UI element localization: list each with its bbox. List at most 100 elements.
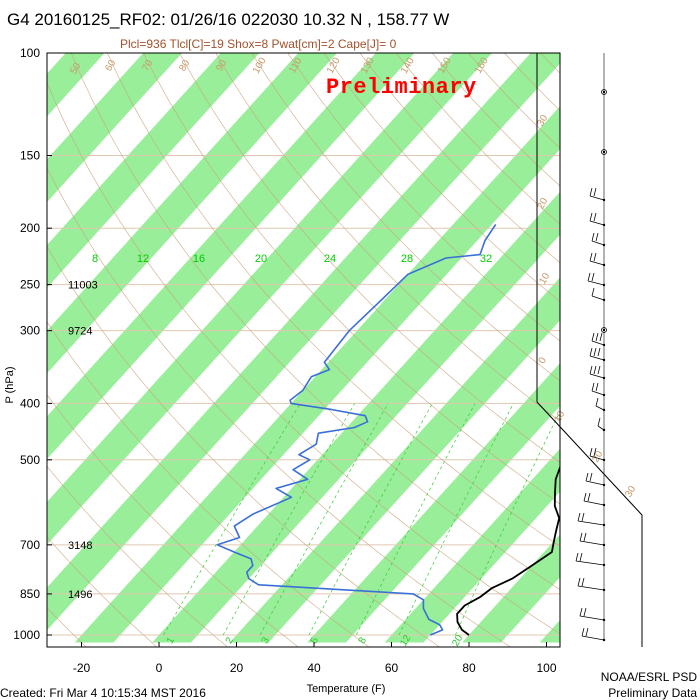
mixing-ratio-line (398, 403, 514, 636)
wind-barb-feather (581, 627, 585, 637)
calm-wind-marker (601, 89, 607, 95)
wind-barb-feather (585, 472, 589, 482)
mixing-ratio-label: 2 (224, 635, 237, 646)
adiabat-label-right: 20 (535, 196, 550, 212)
y-tick-label: 300 (20, 324, 40, 338)
wind-level-dot (602, 243, 606, 247)
wind-barb-feather (595, 332, 599, 342)
wind-barb-feather (589, 212, 593, 222)
wind-barb-feather (579, 532, 583, 542)
dry-adiabat (323, 53, 560, 303)
dry-adiabat (70, 53, 560, 591)
isotherm-band (152, 191, 560, 643)
wind-profile-outline (536, 53, 643, 647)
wind-barb-feather (577, 512, 581, 522)
y-tick-label: 250 (20, 278, 40, 292)
dry-adiabat (47, 82, 560, 635)
wind-level-dot (602, 638, 606, 642)
wind-barb-feather (589, 187, 593, 197)
dry-adiabat-lines (47, 53, 560, 647)
y-axis-label: P (hPa) (4, 366, 16, 403)
mixing-ratio-label: 3 (260, 635, 273, 646)
wind-barb-shaft (581, 635, 605, 641)
wind-barb-feather (595, 397, 599, 407)
wind-barb-feather (593, 347, 597, 357)
wind-profile-panel (536, 53, 643, 647)
wind-barb-feather (597, 347, 601, 357)
wind-barb-feather (581, 512, 585, 522)
wind-barb-shaft (589, 260, 605, 266)
isotherm-band (47, 53, 260, 288)
wind-barb-feather (587, 272, 591, 282)
wind-barb-feather (593, 252, 597, 262)
wind-barb-feather (595, 232, 599, 242)
profile-traces (216, 223, 560, 636)
dry-adiabat (47, 167, 511, 647)
wind-barb-shaft (591, 390, 605, 396)
isotherm-band (0, 40, 39, 642)
dry-adiabat (47, 394, 299, 647)
wind-barb-feather (575, 552, 579, 562)
dry-adiabat (47, 246, 441, 647)
x-tick-label: 0 (156, 661, 163, 675)
x-tick-label: 20 (230, 661, 244, 675)
wind-barb-feather (583, 492, 587, 502)
wind-barb-feather (597, 365, 601, 375)
height-label: 9724 (68, 326, 92, 338)
wind-barb-feather (593, 447, 597, 457)
wind-barb-feather (591, 272, 595, 282)
mixing-ratio-label: 12 (398, 633, 413, 649)
dry-adiabat-label: 60 (103, 58, 118, 74)
dry-adiabat (251, 53, 560, 382)
wind-level-dot (602, 503, 606, 507)
wind-barb-shaft (591, 240, 605, 246)
wind-level-dot (602, 223, 606, 227)
wind-barb-shaft (577, 520, 605, 526)
wind-barb-feather (579, 607, 583, 617)
x-axis-label: Temperature (F) (307, 683, 386, 695)
wind-level-dot (602, 358, 606, 362)
dry-adiabat (287, 53, 560, 342)
mixing-ratio-line (308, 403, 433, 636)
wind-barb-shaft (587, 280, 605, 286)
wind-level-dot (602, 618, 606, 622)
isotherm-label: 32 (480, 253, 492, 265)
adiabat-label-right: 0 (537, 355, 550, 366)
isotherm-band (47, 53, 337, 374)
isotherm-label: 16 (193, 253, 205, 265)
wind-barb-shaft (579, 615, 605, 621)
data-status-label: Preliminary Data (608, 686, 697, 700)
wind-level-dot (602, 263, 606, 267)
dry-adiabat (106, 53, 560, 547)
wind-barb-feather (593, 187, 597, 197)
dry-adiabat (143, 53, 560, 505)
wind-level-dot (602, 563, 606, 567)
mixing-ratio-line (455, 410, 560, 636)
isotherm-label: 20 (255, 253, 267, 265)
isotherm-band (695, 40, 700, 642)
isotherm-labels: 8 12 16 20 24 28 32 (92, 253, 492, 265)
y-tick-label: 100 (20, 46, 40, 60)
preliminary-watermark: Preliminary (326, 75, 477, 100)
dry-adiabat-label: 50 (68, 61, 83, 77)
wind-level-dot (602, 343, 606, 347)
wind-barb-shaft (579, 540, 605, 546)
dry-adiabat-label: 80 (177, 58, 192, 74)
wind-barb-shaft (595, 405, 605, 411)
dry-adiabat-label: 90 (214, 58, 229, 74)
dry-adiabat (47, 465, 229, 647)
wind-level-dot (602, 376, 606, 380)
wind-level-dot (602, 298, 606, 302)
mixing-ratio-label: 5 (309, 635, 322, 646)
wind-barb-feather (589, 447, 593, 457)
dry-adiabat (215, 53, 560, 422)
isotherm-band (47, 53, 492, 545)
wind-barb-shaft (591, 295, 605, 301)
wind-barb-shaft (589, 220, 605, 226)
y-tick-label: 500 (20, 453, 40, 467)
wind-level-dot (602, 543, 606, 547)
height-labels: 11003 9724 3148 1496 (68, 280, 98, 601)
x-tick-label: -20 (73, 661, 91, 675)
wind-level-dot (602, 483, 606, 487)
